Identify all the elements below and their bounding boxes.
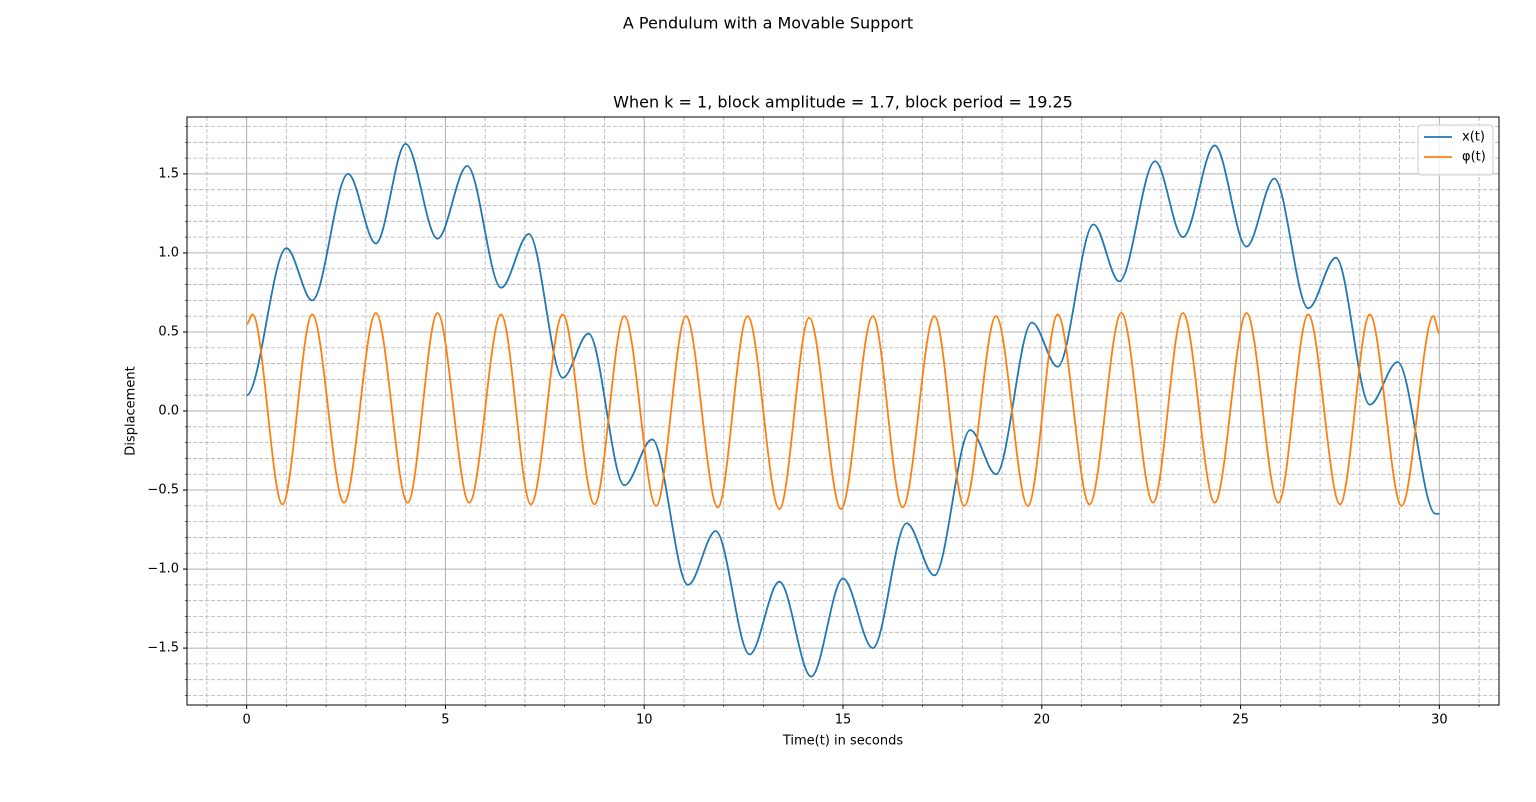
x-tick-label: 15 (835, 713, 852, 728)
x-tick-label: 5 (441, 713, 449, 728)
chart-title: When k = 1, block amplitude = 1.7, block… (613, 93, 1073, 112)
y-tick-label: 1.0 (158, 245, 179, 260)
legend-label: φ(t) (1462, 150, 1486, 165)
y-tick-label: −1.5 (147, 641, 179, 656)
chart-suptitle: A Pendulum with a Movable Support (623, 14, 913, 33)
plot-frame (186, 116, 1500, 706)
data-line (246, 142, 1440, 678)
y-tick-label: 0.5 (158, 324, 179, 339)
x-tick-label: 10 (636, 713, 653, 728)
y-tick-label: 1.5 (158, 166, 179, 181)
legend-label: x(t) (1462, 130, 1485, 145)
x-tick-label: 25 (1232, 713, 1249, 728)
x-tick-label: 0 (242, 713, 250, 728)
y-tick-label: 0.0 (158, 404, 179, 419)
y-tick-label: −0.5 (147, 483, 179, 498)
legend: x(t) φ(t) (1417, 124, 1494, 176)
x-tick-label: 30 (1431, 713, 1448, 728)
y-axis-label: Displacement (124, 366, 139, 455)
x-axis-label: Time(t) in seconds (782, 734, 904, 749)
data-line (246, 312, 1441, 510)
x-tick-label: 20 (1034, 713, 1051, 728)
y-tick-label: −1.0 (147, 562, 179, 577)
